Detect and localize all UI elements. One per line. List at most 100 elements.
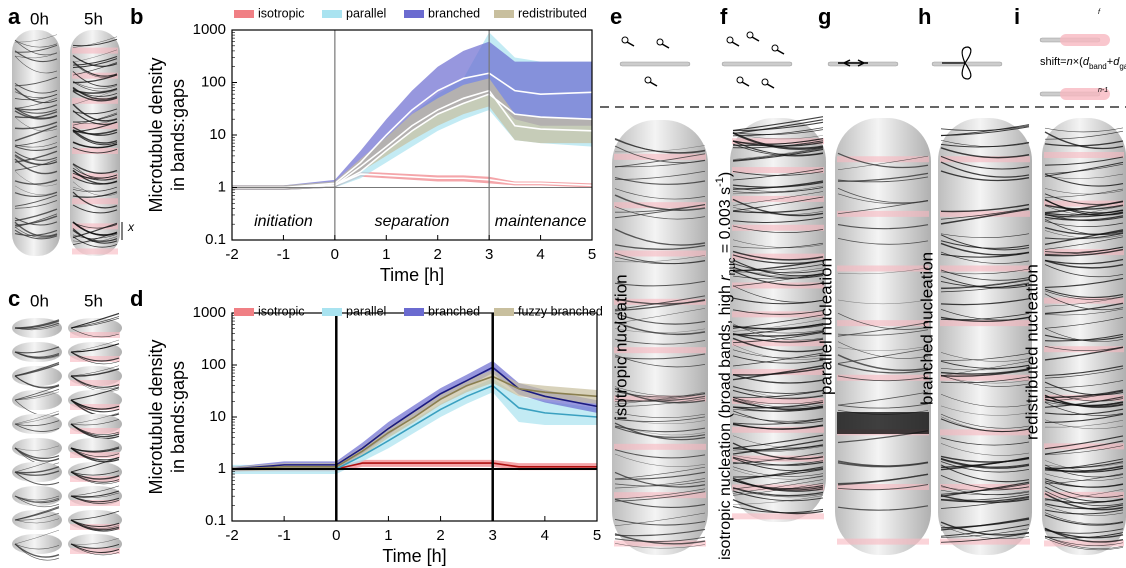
microtubule <box>70 339 120 353</box>
legend-label: branched <box>428 304 480 318</box>
microtubule <box>70 351 120 362</box>
microtubule <box>732 138 824 145</box>
microtubule <box>14 413 60 425</box>
microtubule <box>14 445 60 451</box>
microtubule <box>14 159 58 171</box>
microtubule <box>1044 246 1124 254</box>
microtubule <box>1044 277 1124 289</box>
microtubule <box>14 44 58 53</box>
microtubule <box>1044 221 1124 227</box>
microtubule <box>1044 173 1124 187</box>
microtubule <box>614 393 706 402</box>
x-tick-label: -2 <box>225 527 238 544</box>
microtubule <box>732 119 824 135</box>
band <box>72 248 118 255</box>
cell <box>68 339 122 365</box>
microtubule <box>72 86 118 100</box>
microtubule <box>940 368 1030 377</box>
formula-part: d <box>1113 56 1120 68</box>
legend-label: redistributed <box>518 6 587 20</box>
microtubule <box>70 375 120 388</box>
microtubule <box>940 375 1030 384</box>
cell-body <box>12 414 62 434</box>
microtubule <box>837 223 929 230</box>
panel-label: redistributed nucleation <box>1022 264 1041 440</box>
microtubule <box>1044 505 1124 516</box>
microtubule <box>940 418 1030 433</box>
microtubule <box>14 200 58 209</box>
legend-label: parallel <box>346 6 386 20</box>
microtubule <box>614 466 706 480</box>
microtubule <box>732 352 824 367</box>
microtubule <box>14 208 58 222</box>
band <box>70 524 120 530</box>
microtubule <box>732 469 824 480</box>
microtubule <box>14 346 60 354</box>
microtubule <box>732 239 824 248</box>
microtubule <box>14 543 60 558</box>
cell <box>12 458 62 486</box>
microtubule <box>614 298 706 305</box>
microtubule <box>940 368 1030 375</box>
band <box>70 428 120 434</box>
microtubule <box>732 217 824 224</box>
microtubule <box>72 36 118 48</box>
microtubule <box>732 344 824 360</box>
formula-part: gap <box>1119 62 1126 71</box>
microtubule <box>732 397 824 405</box>
microtubule <box>732 129 824 135</box>
microtubule <box>70 447 120 453</box>
microtubule <box>614 228 706 246</box>
panel-label: branched nucleation <box>917 252 936 405</box>
legend-label: parallel <box>346 304 386 318</box>
legend-label: fuzzy branched <box>518 304 603 318</box>
microtubule <box>1044 493 1124 511</box>
microtubule <box>72 49 118 63</box>
microtubule <box>732 487 824 497</box>
microtubule <box>1044 381 1124 396</box>
microtubule <box>70 423 120 440</box>
microtubule <box>14 351 60 358</box>
microtubule <box>1044 288 1124 298</box>
cell <box>68 438 122 463</box>
microtubule <box>72 147 118 154</box>
band <box>837 210 929 217</box>
band <box>940 320 1030 327</box>
legend-swatch <box>494 10 514 18</box>
microtubule <box>1044 509 1124 515</box>
microtubule <box>1044 365 1124 377</box>
microtubule <box>14 543 60 550</box>
band <box>732 167 824 174</box>
band <box>70 548 120 554</box>
microtubule <box>1044 188 1124 195</box>
microtubule <box>940 494 1030 504</box>
microtubule <box>72 163 118 175</box>
band <box>1044 297 1124 304</box>
microtubule <box>14 150 58 163</box>
microtubule <box>1044 514 1124 526</box>
microtubule <box>1044 302 1124 315</box>
microtubule <box>940 170 1030 182</box>
icon-arrow <box>626 41 635 47</box>
microtubule <box>70 351 120 365</box>
chart: 0.1 1 10 100 1000 -2 -1 0 1 2 3 4 5 Time [h] Microtubu… <box>146 6 596 284</box>
microtubule <box>1044 389 1124 399</box>
microtubule <box>14 226 58 238</box>
legend-swatch <box>404 10 424 18</box>
microtubule <box>14 391 60 401</box>
microtubule <box>837 391 929 406</box>
x-tick-label: 1 <box>384 527 392 544</box>
microtubule <box>614 170 706 180</box>
band <box>72 173 118 180</box>
panel-label: isotropic nucleation <box>611 274 630 420</box>
microtubule <box>837 403 929 409</box>
microtubule <box>732 259 824 277</box>
microtubule <box>940 155 1030 170</box>
band <box>614 298 706 305</box>
microtubule <box>1044 389 1124 402</box>
microtubule <box>732 457 824 472</box>
x-tick-label: 4 <box>536 246 544 263</box>
microtubule <box>1044 473 1124 485</box>
label-part: -1 <box>714 177 726 187</box>
